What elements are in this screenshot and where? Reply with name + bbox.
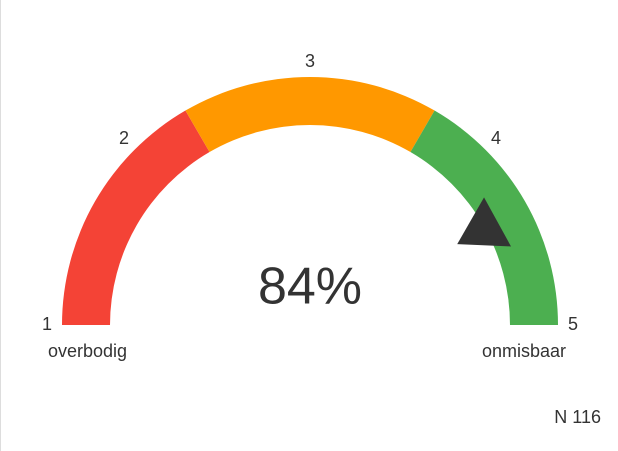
annotation: N 116: [554, 407, 601, 427]
tick-label: 4: [491, 128, 501, 148]
max-label: onmisbaar: [482, 341, 566, 361]
tick-label: 2: [119, 128, 129, 148]
tick-label: 3: [305, 51, 315, 71]
gauge-band: [62, 110, 210, 326]
tick-label: 1: [42, 314, 52, 334]
min-label: overbodig: [48, 341, 127, 361]
gauge-band: [185, 77, 435, 153]
tick-label: 5: [568, 314, 578, 334]
value-label: 84%: [258, 258, 362, 316]
pointer: [457, 197, 512, 247]
